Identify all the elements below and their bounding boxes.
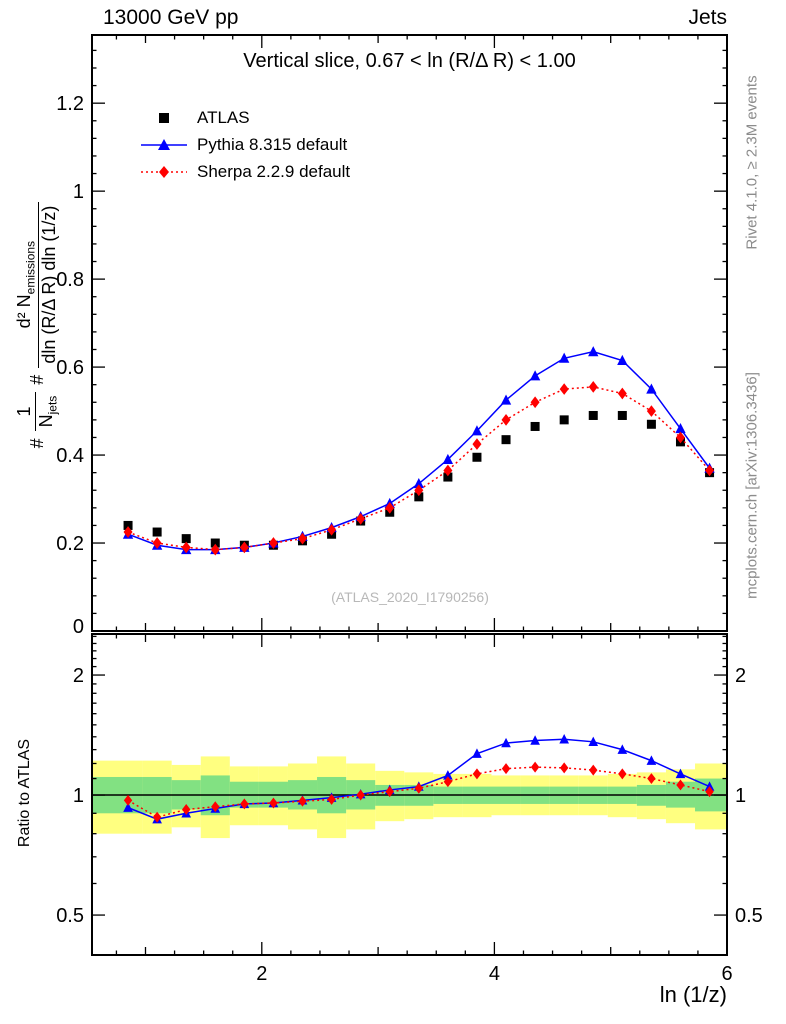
svg-text:0.8: 0.8: [56, 269, 84, 291]
main-series-1: [122, 346, 715, 555]
ratio-uncertainty-bands: [92, 756, 727, 839]
svg-text:0.5: 0.5: [735, 905, 763, 927]
legend-label-pythia: Pythia 8.315 default: [197, 134, 348, 154]
ylabel-hash-1: #: [26, 438, 47, 449]
analysis-group-label: Jets: [688, 6, 727, 29]
legend-item-atlas: ATLAS: [140, 104, 350, 131]
svg-text:4: 4: [489, 963, 500, 985]
legend-label-atlas: ATLAS: [197, 107, 250, 127]
legend-label-sherpa: Sherpa 2.2.9 default: [197, 161, 351, 181]
rivet-version-note: Rivet 4.1.0, ≥ 2.3M events: [743, 75, 761, 250]
svg-text:1: 1: [735, 785, 746, 807]
svg-text:2: 2: [735, 665, 746, 687]
main-y-axis-label: # 1 Njets # d² Nemissions dln (R/Δ R) dl…: [13, 80, 61, 570]
legend-item-pythia: Pythia 8.315 default: [140, 131, 350, 158]
tick-labels: 0 0.2 0.4 0.6 0.8 1 1.2 0.5 0.5 1 1 2 2 2 4 6: [56, 93, 763, 985]
ylabel-frac1-denominator: Njets: [36, 392, 60, 432]
ratio-y-axis-label: Ratio to ATLAS: [16, 738, 33, 848]
main-series-2: [123, 381, 715, 556]
svg-text:0.5: 0.5: [56, 905, 84, 927]
svg-text:1.2: 1.2: [56, 93, 84, 115]
ylabel-frac1-numerator: 1: [13, 391, 36, 432]
svg-text:2: 2: [256, 963, 267, 985]
ylabel-frac1-den-sub: jets: [45, 395, 60, 415]
square-marker-icon: [159, 112, 169, 123]
svg-text:6: 6: [721, 963, 732, 985]
svg-text:0.6: 0.6: [56, 357, 84, 379]
ylabel-hash-2: #: [26, 374, 47, 385]
svg-text:0.4: 0.4: [56, 445, 84, 467]
x-axis-label: ln (1/z): [659, 982, 727, 1007]
svg-text:1: 1: [73, 785, 84, 807]
main-panel-frame: [91, 34, 728, 632]
legend: ATLAS Pythia 8.315 default Sherpa 2.2.9 …: [140, 104, 350, 185]
beam-energy-label: 13000 GeV pp: [103, 6, 239, 29]
ylabel-frac2-denominator: dln (R/Δ R) dln (1/z): [39, 205, 60, 364]
svg-text:2: 2: [73, 665, 84, 687]
mcplots-credit-note: mcplots.cern.ch [arXiv:1306.3436]: [743, 372, 761, 599]
svg-text:1: 1: [73, 181, 84, 203]
ylabel-frac1-den-main: N: [35, 414, 56, 428]
svg-text:0: 0: [73, 616, 84, 638]
svg-text:0.2: 0.2: [56, 533, 84, 555]
ylabel-fraction-2: d² Nemissions dln (R/Δ R) dln (1/z): [13, 201, 60, 368]
triangle-marker-icon: [141, 138, 187, 150]
ylabel-frac2-num-main: d² N: [13, 294, 34, 329]
ratio-series-2: [123, 761, 714, 823]
axis-ticks: [92, 35, 728, 955]
diamond-marker-icon: [141, 165, 187, 178]
legend-item-sherpa: Sherpa 2.2.9 default: [140, 158, 350, 185]
plot-title: Vertical slice, 0.67 < ln (R/Δ R) < 1.00: [243, 50, 576, 72]
ylabel-fraction-1: 1 Njets: [13, 391, 60, 432]
ylabel-frac2-numerator: d² Nemissions: [13, 201, 40, 368]
ylabel-frac2-num-sub: emissions: [23, 240, 38, 295]
analysis-id-watermark: (ATLAS_2020_I1790256): [331, 589, 489, 605]
